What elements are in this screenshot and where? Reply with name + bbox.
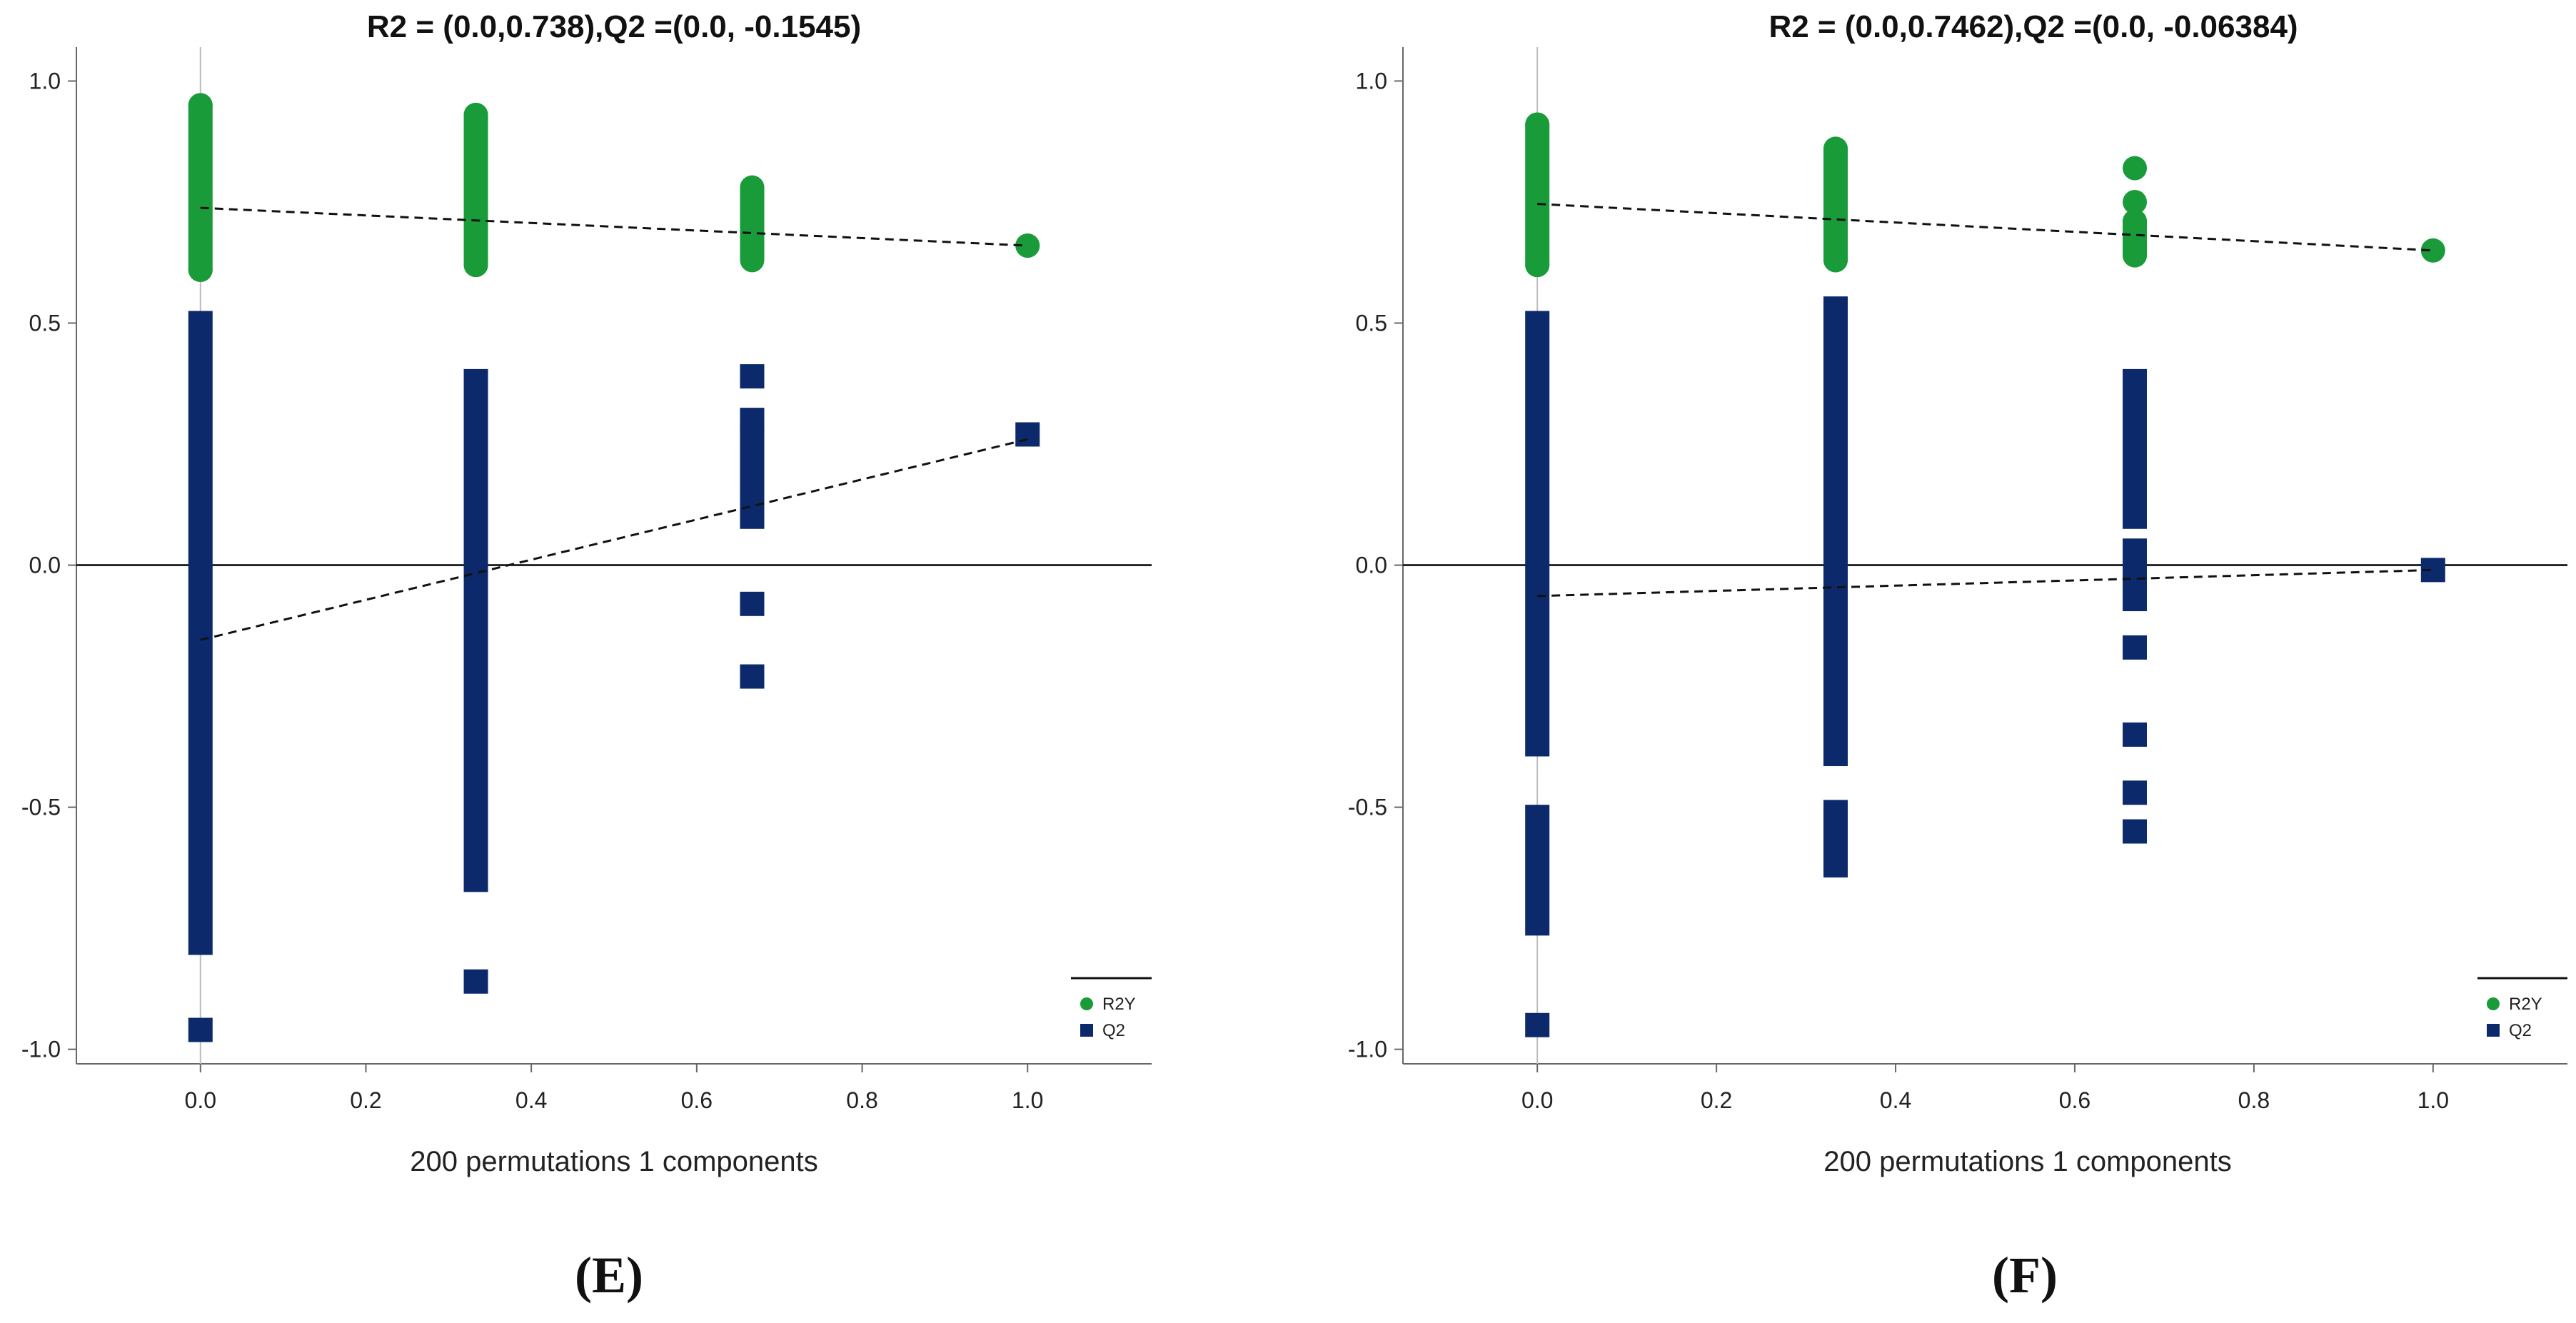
q2-point [188, 1017, 213, 1042]
x-tick-label: 0.8 [2238, 1087, 2270, 1113]
r2y-point [1525, 112, 1550, 137]
q2-point [740, 591, 765, 616]
q2-point [2123, 780, 2148, 805]
r2y-regression-line [200, 206, 1028, 247]
q2-marker-stack [1525, 311, 1550, 757]
r2y-point [2420, 238, 2445, 263]
y-tick-label: -1.0 [1348, 1037, 1387, 1062]
panel-label-e: (E) [575, 1246, 643, 1305]
legend-r2y-label: R2Y [1102, 995, 1136, 1014]
x-tick-label: 0.6 [2059, 1087, 2091, 1113]
q2-marker-stack [1823, 296, 1848, 767]
legend-q2-marker [1080, 1024, 1093, 1037]
r2y-point [2123, 209, 2148, 234]
r2y-point [1525, 253, 1550, 278]
x-tick-label: 0.2 [350, 1087, 381, 1113]
y-tick-label: 0.5 [1356, 311, 1387, 336]
legend-r2y-label: R2Y [2509, 995, 2542, 1014]
x-tick-label: 1.0 [2417, 1087, 2449, 1113]
y-tick-label: -0.5 [1348, 795, 1387, 820]
q2-marker-stack [740, 427, 765, 529]
q2-marker-stack [1525, 805, 1550, 936]
x-tick-label: 0.4 [1880, 1087, 1911, 1113]
q2-marker-stack [2123, 368, 2148, 529]
r2y-point [740, 243, 765, 268]
chart-e-svg: R2 = (0.0,0.738),Q2 =(0.0, -0.1545) -1.0 -… [21, 9, 1152, 1177]
x-tick-label: 0.6 [681, 1087, 713, 1113]
chart-panel-f: R2 = (0.0,0.7462),Q2 =(0.0, -0.06384) -1.… [1285, 0, 2576, 1323]
r2y-point [1823, 136, 1848, 161]
q2-point [463, 969, 488, 994]
x-tick-label: 0.8 [846, 1087, 877, 1113]
y-tick-label: 1.0 [1356, 68, 1387, 94]
chart-title: R2 = (0.0,0.7462),Q2 =(0.0, -0.06384) [1769, 9, 2298, 44]
panel-label-f-text: (F) [1992, 1247, 2058, 1304]
q2-point [740, 408, 765, 433]
x-axis-label: 200 permutations 1 components [410, 1146, 817, 1177]
q2-regression-line [1537, 568, 2433, 598]
r2y-point [2123, 156, 2148, 181]
r2y-point [188, 257, 213, 282]
r2y-point [740, 185, 765, 210]
x-axis-label: 200 permutations 1 components [1823, 1146, 2231, 1177]
panel-label-e-text: (E) [575, 1247, 643, 1304]
q2-point [740, 664, 765, 689]
chart-f-svg: R2 = (0.0,0.7462),Q2 =(0.0, -0.06384) -1.… [1348, 9, 2567, 1177]
q2-marker-stack [463, 368, 488, 892]
r2y-point [463, 253, 488, 278]
legend-q2-label: Q2 [1102, 1021, 1125, 1040]
y-tick-label: -0.5 [21, 795, 61, 820]
r2y-point [2123, 243, 2148, 268]
q2-point [1525, 1012, 1550, 1037]
q2-regression-line [200, 438, 1028, 641]
r2y-point [1015, 233, 1040, 258]
q2-point [740, 364, 765, 389]
r2y-regression-line [1537, 203, 2433, 252]
y-tick-label: 0.5 [29, 311, 61, 336]
r2y-point [1823, 248, 1848, 273]
q2-point [2123, 722, 2148, 747]
y-tick-label: 0.0 [29, 553, 61, 578]
q2-point [1015, 422, 1040, 447]
r2y-point [2123, 189, 2148, 214]
q2-point [2123, 635, 2148, 660]
q2-marker-stack [2123, 538, 2148, 612]
y-tick-label: -1.0 [21, 1037, 61, 1062]
x-tick-label: 0.0 [185, 1087, 216, 1113]
q2-marker-stack [188, 311, 213, 955]
r2y-point [188, 93, 213, 118]
legend-q2-marker [2487, 1024, 2500, 1037]
legend-r2y-marker [2487, 997, 2500, 1010]
x-tick-label: 0.0 [1521, 1087, 1553, 1113]
y-tick-label: 1.0 [29, 68, 61, 94]
q2-marker-stack [1823, 800, 1848, 877]
x-tick-label: 0.4 [515, 1087, 547, 1113]
q2-point [2123, 819, 2148, 844]
chart-title: R2 = (0.0,0.738),Q2 =(0.0, -0.1545) [367, 9, 861, 44]
x-tick-label: 0.2 [1701, 1087, 1732, 1113]
chart-panel-e: R2 = (0.0,0.738),Q2 =(0.0, -0.1545) -1.0 -… [0, 0, 1214, 1323]
r2y-point [463, 102, 488, 127]
legend-q2-label: Q2 [2509, 1021, 2532, 1040]
legend-r2y-marker [1080, 997, 1093, 1010]
x-tick-label: 1.0 [1012, 1087, 1043, 1113]
y-tick-label: 0.0 [1356, 553, 1387, 578]
panel-label-f: (F) [1992, 1246, 2058, 1305]
